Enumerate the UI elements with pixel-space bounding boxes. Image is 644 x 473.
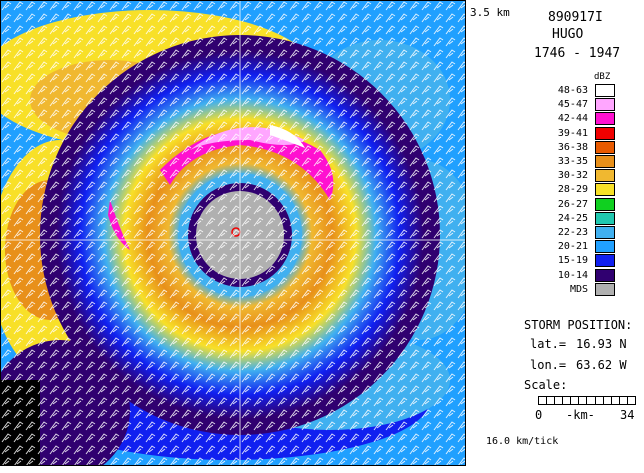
legend-row: 36-38	[524, 140, 616, 155]
lon-value: 63.62 W	[576, 358, 627, 372]
radar-reflectivity-map	[0, 0, 466, 466]
legend-swatch	[595, 126, 615, 140]
legend-row: 15-19	[524, 254, 616, 268]
legend-label: 22-23	[557, 227, 588, 238]
legend-row: 33-35	[524, 155, 616, 169]
legend-swatch	[595, 268, 615, 282]
legend-row: 42-44	[524, 112, 616, 126]
tick-spacing-label: 16.0 km/tick	[486, 436, 559, 447]
legend-row: MDS	[524, 282, 616, 297]
legend-row: 45-47	[524, 98, 616, 112]
legend-row: 26-27	[524, 197, 616, 212]
lon-label: lon.=	[530, 358, 567, 372]
legend-swatch	[595, 98, 615, 112]
legend-label: 28-29	[557, 184, 588, 196]
legend-label: 33-35	[557, 156, 588, 167]
storm-name: HUGO	[552, 27, 584, 42]
legend-swatch	[595, 254, 615, 268]
storm-position-heading: STORM POSITION:	[524, 318, 633, 332]
legend-swatch	[595, 183, 615, 197]
legend-swatch	[595, 112, 615, 126]
lat-label: lat.=	[530, 337, 567, 351]
legend-label: 39-41	[557, 127, 588, 139]
legend-row: 48-63	[524, 84, 616, 98]
time-range: 1746 - 1947	[534, 46, 621, 61]
legend-row: 28-29	[524, 183, 616, 197]
lat-value: 16.93 N	[576, 337, 627, 351]
legend-swatch	[595, 282, 615, 296]
legend-label: 48-63	[557, 85, 588, 96]
legend-unit: dBZ	[594, 72, 611, 82]
legend-label: 30-32	[557, 170, 588, 182]
legend-label: MDS	[569, 283, 588, 295]
legend-label: 20-21	[557, 241, 588, 253]
legend-label: 24-25	[557, 212, 588, 224]
scale-max: 34	[620, 408, 635, 422]
legend-row: 24-25	[524, 211, 616, 226]
legend-row: 39-41	[524, 126, 616, 141]
scale-bar	[538, 396, 636, 405]
legend-label: 36-38	[557, 141, 588, 153]
legend-swatch	[595, 240, 615, 254]
radar-image	[0, 0, 466, 466]
legend-label: 26-27	[557, 198, 588, 210]
legend-swatch	[595, 226, 615, 239]
legend-swatch	[595, 155, 615, 168]
legend-label: 10-14	[557, 269, 588, 281]
scale-unit: -km-	[566, 408, 595, 422]
legend-label: 45-47	[557, 99, 588, 111]
legend-swatch	[595, 169, 615, 183]
legend-row: 22-23	[524, 226, 616, 240]
legend-swatch	[595, 84, 615, 97]
legend-swatch	[595, 197, 615, 211]
altitude-label: 3.5 km	[470, 6, 510, 19]
legend-swatch	[595, 140, 615, 154]
scale-min: 0	[535, 408, 543, 422]
radar-frame	[0, 0, 466, 466]
scale-heading: Scale:	[524, 378, 568, 392]
legend-row: 20-21	[524, 240, 616, 254]
legend-row: 10-14	[524, 268, 616, 283]
wind-barbs	[0, 0, 466, 466]
legend-label: 42-44	[557, 113, 588, 125]
legend-row: 30-32	[524, 169, 616, 183]
legend-swatch	[595, 211, 615, 225]
legend-label: 15-19	[557, 255, 588, 267]
flight-id: 890917I	[548, 10, 603, 25]
